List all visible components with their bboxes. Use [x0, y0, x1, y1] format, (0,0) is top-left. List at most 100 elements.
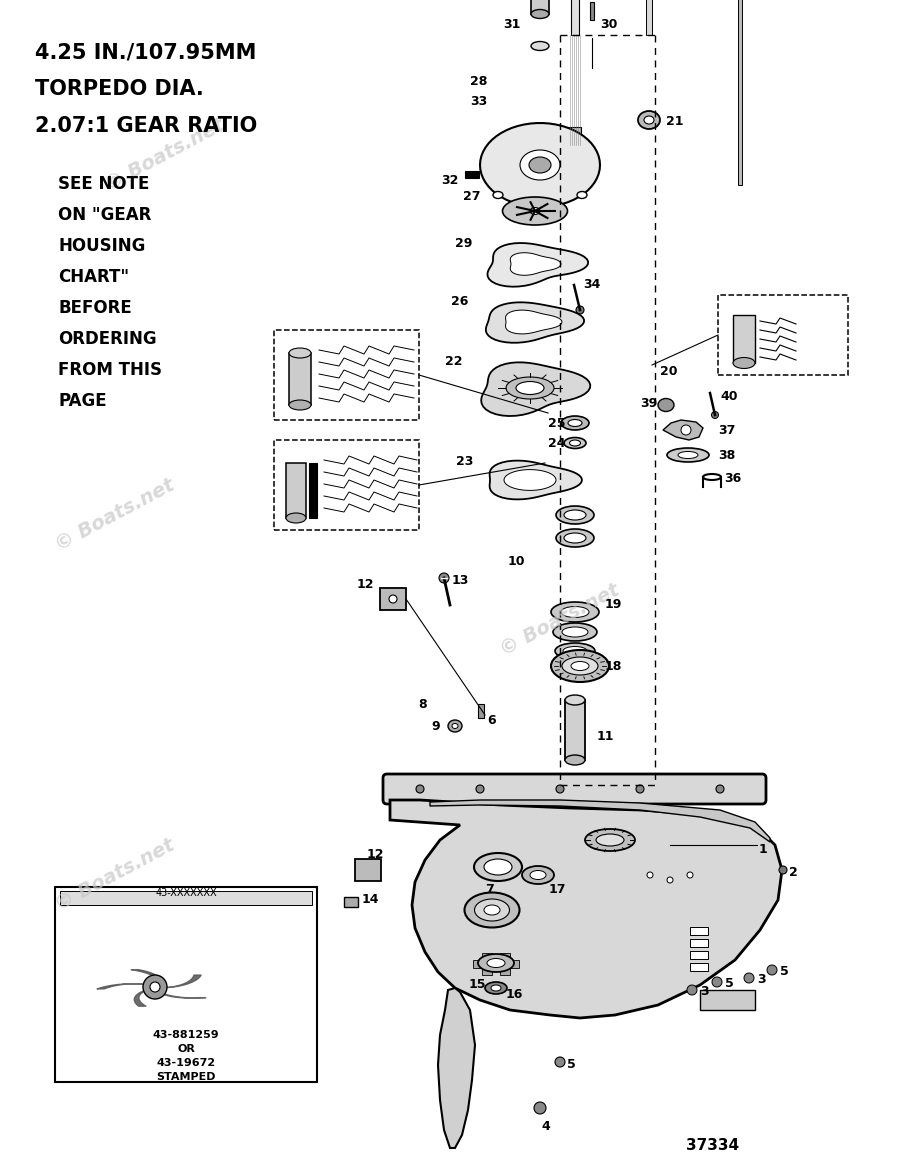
- Ellipse shape: [561, 607, 589, 617]
- Ellipse shape: [474, 853, 522, 881]
- Text: 18: 18: [605, 660, 622, 673]
- Text: 26: 26: [450, 295, 468, 307]
- Ellipse shape: [577, 192, 587, 199]
- Text: CHART": CHART": [58, 268, 130, 286]
- Bar: [646, 0, 652, 35]
- Ellipse shape: [522, 866, 554, 884]
- Circle shape: [416, 786, 424, 793]
- Ellipse shape: [556, 506, 594, 524]
- Ellipse shape: [564, 533, 586, 542]
- Ellipse shape: [531, 9, 549, 19]
- Text: 33: 33: [470, 95, 487, 108]
- Ellipse shape: [596, 833, 624, 846]
- FancyBboxPatch shape: [383, 774, 766, 804]
- Ellipse shape: [493, 192, 503, 199]
- Bar: [380, 588, 406, 610]
- Text: 39: 39: [640, 397, 657, 410]
- Ellipse shape: [556, 530, 594, 547]
- Text: 37: 37: [718, 424, 735, 437]
- Text: 4.25 IN./107.95MM: 4.25 IN./107.95MM: [35, 42, 256, 62]
- Text: 43-19672: 43-19672: [156, 1058, 216, 1068]
- Ellipse shape: [520, 150, 560, 180]
- Text: 7: 7: [485, 883, 494, 895]
- Bar: [500, 953, 510, 961]
- Text: 27: 27: [462, 191, 480, 203]
- Bar: [718, 295, 848, 375]
- Text: 1: 1: [759, 843, 767, 856]
- Text: 6: 6: [487, 714, 495, 727]
- Ellipse shape: [564, 437, 586, 449]
- Bar: [565, 700, 585, 760]
- Text: 2: 2: [789, 866, 798, 879]
- Ellipse shape: [571, 662, 589, 671]
- Text: © Boats.net: © Boats.net: [52, 476, 178, 554]
- Polygon shape: [480, 123, 600, 207]
- Text: 9: 9: [431, 720, 440, 733]
- Text: 34: 34: [583, 278, 600, 291]
- Bar: [289, 353, 311, 404]
- Circle shape: [687, 985, 697, 995]
- Text: 21: 21: [666, 115, 684, 127]
- Text: 22: 22: [446, 355, 463, 368]
- Circle shape: [744, 973, 754, 983]
- Bar: [482, 953, 492, 961]
- Bar: [478, 704, 484, 718]
- Polygon shape: [663, 420, 703, 440]
- Circle shape: [555, 1057, 565, 1067]
- Text: 37334: 37334: [686, 1137, 739, 1153]
- Text: 24: 24: [548, 437, 565, 450]
- Text: 4: 4: [541, 1120, 550, 1133]
- Text: SEE NOTE: SEE NOTE: [58, 175, 150, 193]
- Text: 29: 29: [455, 237, 472, 250]
- Bar: [60, 891, 312, 905]
- Text: 30: 30: [600, 18, 618, 32]
- Polygon shape: [490, 461, 582, 499]
- Ellipse shape: [503, 198, 568, 224]
- Ellipse shape: [491, 985, 501, 991]
- Text: 32: 32: [442, 174, 459, 187]
- Ellipse shape: [658, 399, 674, 411]
- Polygon shape: [504, 470, 556, 491]
- Ellipse shape: [448, 720, 462, 732]
- Text: 38: 38: [718, 449, 735, 462]
- Text: OR: OR: [177, 1044, 195, 1054]
- Ellipse shape: [562, 627, 588, 637]
- Ellipse shape: [487, 959, 505, 968]
- Ellipse shape: [286, 513, 306, 523]
- Bar: [690, 927, 708, 935]
- Text: © Boats.net: © Boats.net: [102, 116, 228, 194]
- Text: 14: 14: [362, 893, 380, 906]
- Text: 11: 11: [597, 729, 615, 743]
- Bar: [700, 990, 755, 1010]
- Circle shape: [779, 866, 787, 874]
- Ellipse shape: [564, 510, 586, 520]
- Ellipse shape: [516, 381, 544, 394]
- Text: 17: 17: [549, 883, 566, 895]
- Text: © Boats.net: © Boats.net: [52, 836, 178, 914]
- Bar: [690, 963, 708, 971]
- Bar: [355, 859, 381, 881]
- Circle shape: [647, 872, 653, 878]
- Polygon shape: [487, 243, 588, 286]
- Bar: [344, 897, 358, 907]
- Circle shape: [767, 964, 777, 975]
- Text: TORPEDO DIA.: TORPEDO DIA.: [35, 79, 204, 99]
- Circle shape: [687, 872, 693, 878]
- Text: 2.07:1 GEAR RATIO: 2.07:1 GEAR RATIO: [35, 116, 257, 136]
- Bar: [465, 171, 479, 178]
- Polygon shape: [482, 362, 590, 416]
- Ellipse shape: [484, 905, 500, 915]
- Text: ON "GEAR: ON "GEAR: [58, 206, 152, 224]
- Text: 19: 19: [605, 599, 622, 611]
- Bar: [500, 967, 510, 975]
- Ellipse shape: [585, 829, 635, 851]
- Polygon shape: [430, 800, 770, 842]
- Polygon shape: [510, 253, 561, 275]
- Text: 5: 5: [725, 977, 733, 990]
- Polygon shape: [486, 303, 584, 343]
- Ellipse shape: [644, 116, 654, 124]
- Ellipse shape: [667, 448, 709, 462]
- Ellipse shape: [478, 954, 514, 971]
- Polygon shape: [505, 310, 562, 334]
- Circle shape: [711, 411, 719, 419]
